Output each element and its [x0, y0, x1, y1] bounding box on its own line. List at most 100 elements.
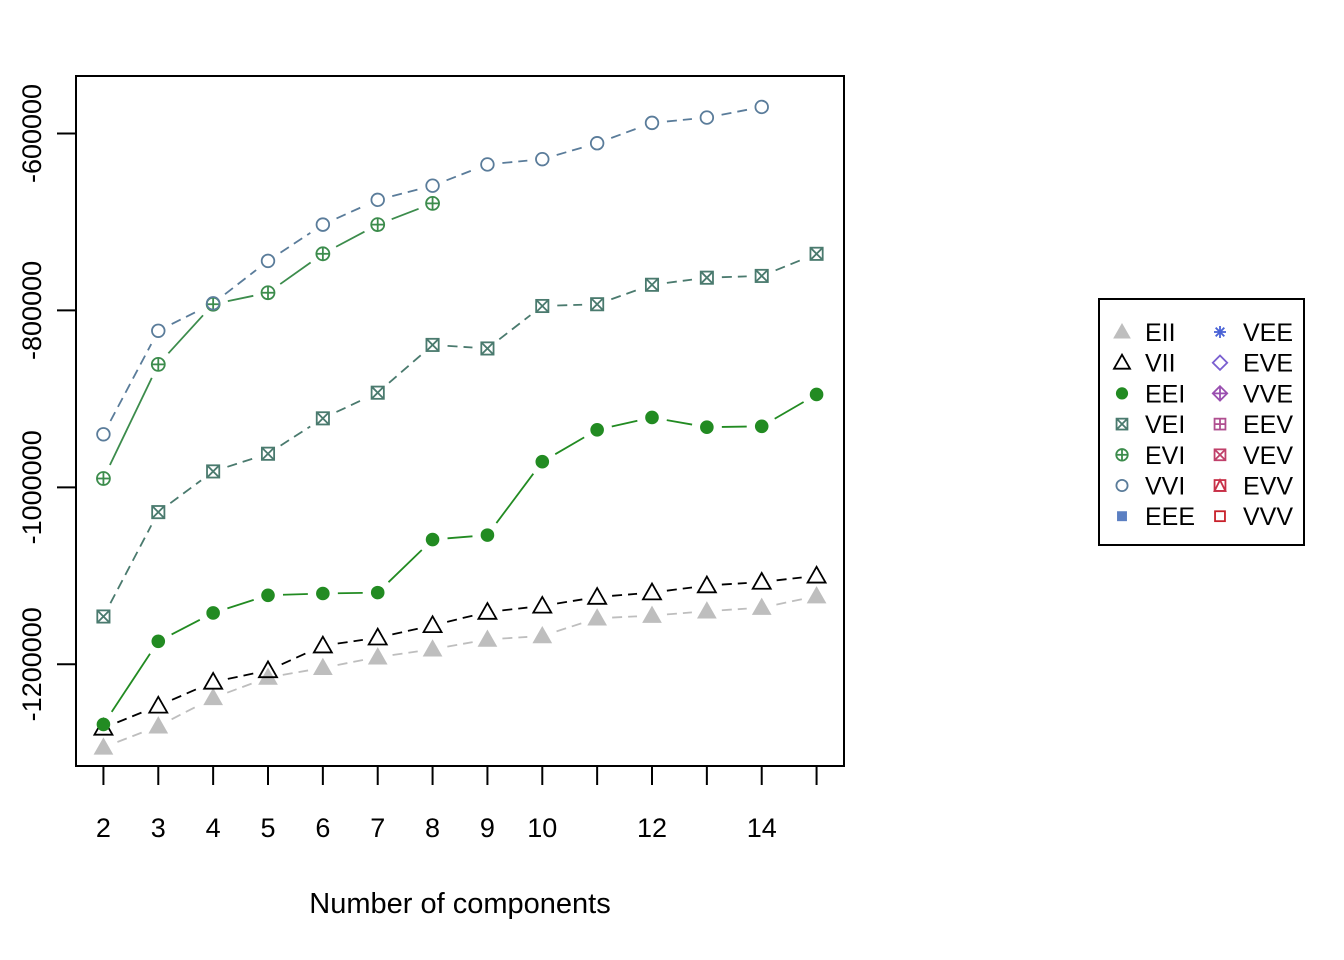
- series-eii-point: [422, 639, 443, 657]
- series-vei-segment: [280, 425, 311, 447]
- plot-frame: [75, 75, 845, 767]
- series-eii-point: [532, 625, 553, 644]
- series-vvi-segment: [224, 269, 257, 295]
- series-vei-point: [206, 464, 221, 479]
- legend-box: [1098, 298, 1305, 546]
- series-vii-point: [586, 586, 608, 605]
- legend-label-eve: EVE: [1243, 350, 1293, 378]
- series-evi-point: [425, 196, 440, 211]
- series-eii-point: [696, 601, 717, 619]
- series-vei-segment: [666, 278, 693, 284]
- series-eii-point: [312, 657, 333, 676]
- series-vvi-segment: [280, 232, 311, 254]
- series-eei: [96, 387, 824, 732]
- series-eii-segment: [392, 650, 418, 656]
- series-eei-segment: [666, 419, 693, 426]
- x-tick-label: 12: [637, 813, 667, 843]
- series-vvi-segment: [610, 127, 639, 139]
- series-vii-point: [147, 695, 169, 714]
- series-vvi-point: [96, 427, 111, 442]
- series-eii-point: [203, 687, 224, 706]
- series-evi-point: [370, 217, 386, 232]
- series-evi: [96, 196, 440, 486]
- series-eei-segment: [282, 593, 308, 596]
- series-vvi-segment: [666, 118, 693, 123]
- legend-label-eee: EEE: [1145, 503, 1195, 531]
- series-vei-segment: [109, 524, 153, 604]
- legend-marker-eee: [1117, 511, 1127, 522]
- series-vvi-segment: [392, 188, 419, 197]
- series-eei-segment: [171, 619, 201, 636]
- legend-label-vei: VEI: [1145, 411, 1185, 439]
- legend-marker-vve: [1211, 384, 1229, 402]
- series-vei-segment: [610, 288, 639, 301]
- series-vvi-point: [589, 136, 605, 151]
- series-vei-point: [644, 277, 660, 292]
- series-vei-point: [480, 341, 495, 356]
- x-tick-label: 14: [747, 813, 777, 843]
- series-evi-segment: [167, 314, 204, 354]
- series-eei-segment: [495, 473, 535, 524]
- legend-marker-vii: [1112, 352, 1132, 370]
- series-evi-point: [96, 471, 111, 486]
- series-vii-point: [202, 671, 224, 690]
- series-evi-segment: [279, 261, 312, 285]
- series-eei-point: [754, 419, 769, 434]
- x-tick-label: 10: [527, 813, 557, 843]
- series-vei-point: [96, 609, 111, 624]
- series-eei-segment: [227, 599, 255, 610]
- legend-marker-evv: [1213, 478, 1227, 492]
- legend-label-vvv: VVV: [1243, 503, 1293, 531]
- series-vvi-point: [535, 151, 550, 167]
- series-vei-segment: [557, 303, 583, 307]
- series-vei-point: [590, 297, 605, 312]
- series-layer: [92, 99, 828, 755]
- series-vii-segment: [227, 672, 254, 680]
- series-vii-point: [312, 634, 334, 654]
- series-vii-segment: [281, 651, 310, 666]
- series-vvi-point: [480, 157, 495, 172]
- series-vei-segment: [721, 275, 747, 279]
- series-vei-segment: [336, 398, 365, 413]
- series-vvi-segment: [336, 205, 365, 220]
- legend-label-vev: VEV: [1243, 442, 1293, 470]
- legend-marker-evi: [1115, 448, 1129, 462]
- series-eei-segment: [554, 436, 585, 455]
- series-vii-segment: [721, 582, 747, 586]
- legend-marker-eev: [1213, 417, 1227, 431]
- series-vvi-point: [260, 253, 276, 269]
- series-vvi-segment: [502, 159, 528, 164]
- series-vii-segment: [502, 606, 528, 612]
- legend-marker-eei: [1115, 387, 1129, 400]
- series-evi-segment: [227, 294, 254, 303]
- series-eei-segment: [110, 653, 151, 713]
- series-eei-point: [425, 532, 440, 547]
- y-axis: -1200000 -1000000 -800000 -600000: [17, 84, 77, 721]
- series-eei-point: [809, 387, 824, 402]
- series-vei-point: [809, 246, 824, 261]
- series-eii-segment: [556, 622, 584, 633]
- series-eei-point: [316, 586, 330, 601]
- series-vvi-point: [205, 296, 221, 311]
- series-vvi-segment: [171, 309, 201, 325]
- series-vii-segment: [446, 614, 474, 623]
- series-eei-segment: [611, 419, 638, 428]
- x-tick-label: 6: [315, 813, 330, 843]
- legend-marker-vvv: [1214, 510, 1226, 523]
- series-vvi-segment: [109, 343, 153, 422]
- series-vei-point: [260, 446, 276, 461]
- series-vii-segment: [776, 576, 802, 582]
- series-eii-segment: [282, 669, 309, 676]
- series-vei-segment: [169, 479, 202, 504]
- series-vii-segment: [117, 710, 145, 724]
- series-eii-segment: [612, 615, 638, 619]
- series-vvi-segment: [446, 169, 474, 182]
- legend-marker-eve: [1211, 354, 1229, 372]
- series-vei-segment: [388, 354, 422, 384]
- legend-label-eei: EEI: [1145, 380, 1185, 408]
- series-vvi-segment: [556, 146, 583, 156]
- x-tick-label: 2: [96, 813, 111, 843]
- series-eei-point: [700, 420, 714, 434]
- x-tick-label: 3: [151, 813, 166, 843]
